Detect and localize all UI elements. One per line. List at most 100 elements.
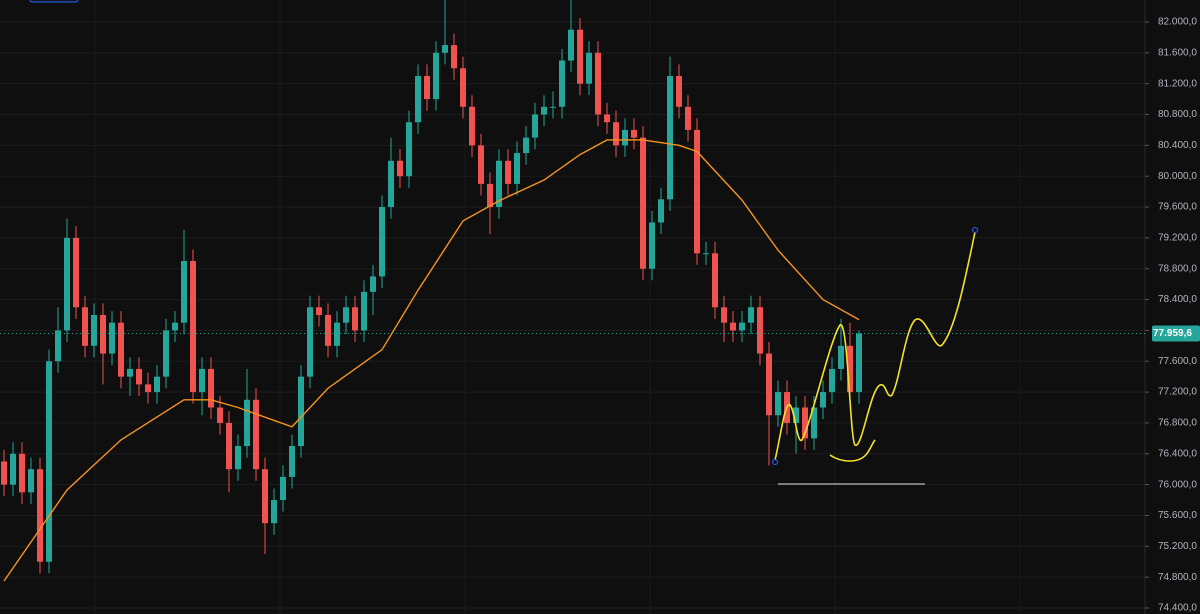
candle-body xyxy=(118,322,124,377)
candle-body xyxy=(91,314,97,346)
candle-body xyxy=(280,476,286,501)
candle-body xyxy=(802,407,808,439)
candle-body xyxy=(604,114,610,123)
candle-body xyxy=(793,407,799,423)
y-tick-label: 80.000,0 xyxy=(1158,171,1197,182)
candle-body xyxy=(316,307,322,315)
candle-body xyxy=(235,446,241,470)
candle-body xyxy=(397,160,403,177)
candle-body xyxy=(856,333,862,393)
candle-body xyxy=(73,237,79,308)
candle-body xyxy=(424,75,430,100)
candle-body xyxy=(460,68,466,107)
candle-body xyxy=(271,500,277,524)
candle-body xyxy=(649,222,655,269)
candle-body xyxy=(334,322,340,346)
candle-body xyxy=(163,330,169,377)
y-tick-label: 79.600,0 xyxy=(1158,202,1197,213)
candle-body xyxy=(847,345,853,393)
candle-body xyxy=(244,399,250,447)
y-tick-label: 76.000,0 xyxy=(1158,479,1197,490)
candle-body xyxy=(208,368,214,408)
candle-body xyxy=(10,453,16,485)
candle-body xyxy=(433,52,439,100)
y-tick-label: 77.600,0 xyxy=(1158,356,1197,367)
candle-body xyxy=(739,322,745,331)
candle-body xyxy=(757,307,763,354)
y-tick-label: 81.200,0 xyxy=(1158,78,1197,89)
candle-body xyxy=(658,199,664,223)
candle-body xyxy=(586,52,592,84)
candle-body xyxy=(523,137,529,154)
candle-body xyxy=(694,129,700,254)
candle-body xyxy=(154,376,160,393)
candle-body xyxy=(172,322,178,331)
candle-body xyxy=(379,207,385,277)
candle-body xyxy=(64,237,70,331)
candle-body xyxy=(541,106,547,115)
candle-body xyxy=(181,261,187,323)
candle-body xyxy=(478,145,484,184)
candle-body xyxy=(469,106,475,146)
candle-body xyxy=(775,392,781,416)
candle-body xyxy=(406,122,412,177)
y-tick-label: 77.200,0 xyxy=(1158,387,1197,398)
candle-body xyxy=(415,75,421,123)
candle-body xyxy=(838,345,844,369)
marks xyxy=(0,0,1145,582)
y-tick-label: 74.800,0 xyxy=(1158,572,1197,583)
candle-body xyxy=(352,307,358,331)
y-tick-label: 76.800,0 xyxy=(1158,418,1197,429)
y-tick-label: 79.200,0 xyxy=(1158,233,1197,244)
candle-body xyxy=(28,469,34,493)
candle-body xyxy=(595,52,601,115)
y-tick-label: 80.800,0 xyxy=(1158,109,1197,120)
y-tick-label: 78.800,0 xyxy=(1158,263,1197,274)
y-tick-label: 76.400,0 xyxy=(1158,448,1197,459)
toolbar-button[interactable] xyxy=(29,0,79,3)
candle-body xyxy=(262,469,268,524)
candle-body xyxy=(325,314,331,346)
anchor-point xyxy=(772,459,778,465)
candle-body xyxy=(631,129,637,138)
candle-body xyxy=(703,253,709,255)
grid xyxy=(0,21,1145,609)
candle-body xyxy=(1,461,7,485)
y-tick-label: 80.400,0 xyxy=(1158,140,1197,151)
candle-body xyxy=(289,446,295,477)
last-price-label: 77.959,6 xyxy=(1153,328,1192,339)
candle-body xyxy=(37,469,43,562)
candle-body xyxy=(532,114,538,138)
drawings xyxy=(772,227,978,485)
y-tick-label: 78.400,0 xyxy=(1158,294,1197,305)
y-tick-label: 74.400,0 xyxy=(1158,603,1197,614)
candle-body xyxy=(136,368,142,385)
candle-body xyxy=(307,307,313,377)
candle-body xyxy=(622,129,628,146)
candle-body xyxy=(721,307,727,323)
candle-body xyxy=(253,399,259,470)
candle-body xyxy=(55,330,61,362)
price-axis: 82.000,0 81.600,0 81.200,0 80.800,0 80.400,0… xyxy=(1145,17,1200,614)
projection-drawing xyxy=(774,231,976,461)
candle-body xyxy=(820,392,826,408)
candle-body xyxy=(577,29,583,84)
candle-body xyxy=(640,137,646,269)
candle-body xyxy=(82,307,88,346)
y-tick-label: 75.200,0 xyxy=(1158,541,1197,552)
candle-body xyxy=(514,153,520,184)
candle-body xyxy=(730,322,736,331)
candle-body xyxy=(145,384,151,393)
candle-body xyxy=(361,291,367,331)
candle-body xyxy=(550,106,556,108)
candle-body xyxy=(811,407,817,439)
candle-body xyxy=(19,453,25,493)
candle-body xyxy=(370,276,376,292)
candle-body xyxy=(442,45,448,53)
candle-body xyxy=(199,368,205,393)
candle-body xyxy=(505,160,511,184)
y-tick-label: 81.600,0 xyxy=(1158,47,1197,58)
candle-body xyxy=(829,368,835,393)
